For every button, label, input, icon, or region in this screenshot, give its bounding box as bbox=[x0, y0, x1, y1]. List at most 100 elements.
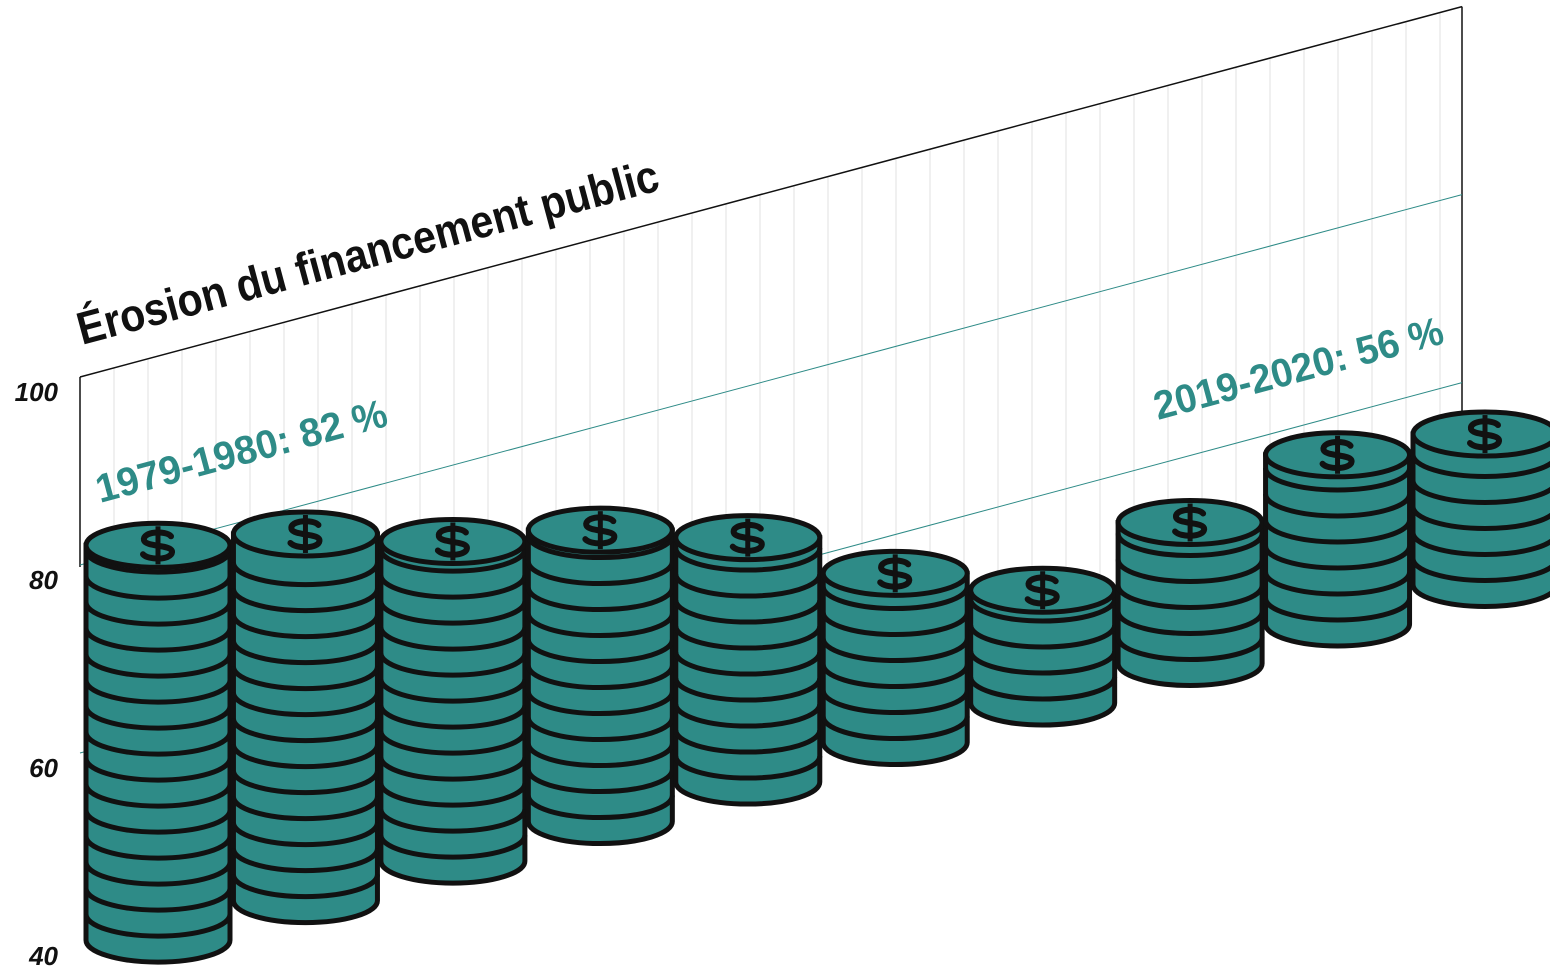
coin-edge bbox=[83, 679, 233, 705]
coin-edge bbox=[1263, 519, 1413, 545]
coin-stack bbox=[83, 520, 233, 965]
coin-stack bbox=[1115, 497, 1265, 688]
coin-stack bbox=[1410, 409, 1550, 609]
coin-edge bbox=[230, 796, 380, 822]
coin-edge bbox=[525, 613, 675, 639]
coin-edge bbox=[525, 769, 675, 795]
coin-edge bbox=[820, 612, 970, 638]
coin-edge bbox=[378, 678, 528, 704]
coin-edge bbox=[968, 624, 1118, 650]
coin-edge bbox=[820, 690, 970, 716]
coin-edge bbox=[83, 601, 233, 627]
bar bbox=[968, 587, 1118, 728]
coin-edge bbox=[378, 652, 528, 678]
coin-edge bbox=[1115, 637, 1265, 662]
coin-edge bbox=[230, 744, 380, 770]
coin-edge bbox=[230, 770, 380, 796]
coin-edge bbox=[83, 653, 233, 679]
coin-edge bbox=[820, 716, 970, 742]
coin-edge bbox=[1263, 545, 1413, 571]
coin-stack bbox=[378, 516, 528, 886]
coin-edge bbox=[673, 677, 823, 703]
coin-edge bbox=[525, 691, 675, 717]
coin-stack bbox=[673, 513, 823, 807]
bar bbox=[378, 538, 528, 886]
y-tick-label: 40 bbox=[28, 941, 58, 971]
bar bbox=[1115, 519, 1265, 688]
coin-edge bbox=[525, 743, 675, 769]
coin-edge bbox=[968, 676, 1118, 702]
coin-edge bbox=[230, 718, 380, 744]
coin-edge bbox=[673, 625, 823, 651]
coin-edge bbox=[820, 664, 970, 690]
coin-edge bbox=[230, 588, 380, 614]
coin-edge bbox=[820, 586, 970, 612]
coin-edge bbox=[230, 822, 380, 848]
coin-edge bbox=[378, 704, 528, 730]
coin-edge bbox=[83, 887, 233, 913]
coin-edge bbox=[525, 639, 675, 665]
coin-stack bbox=[968, 565, 1118, 728]
coin-edge bbox=[968, 650, 1118, 676]
coin-edge bbox=[378, 808, 528, 834]
coin-edge bbox=[673, 703, 823, 729]
coin-edge bbox=[1115, 533, 1265, 558]
coin-stack bbox=[230, 509, 380, 926]
coin-edge bbox=[673, 573, 823, 599]
coin-stack bbox=[1263, 430, 1413, 649]
coin-edge bbox=[525, 795, 675, 821]
coin-edge bbox=[378, 730, 528, 756]
coin-edge bbox=[378, 574, 528, 600]
coin-edge bbox=[525, 587, 675, 613]
coin-edge bbox=[230, 848, 380, 874]
bar bbox=[1263, 452, 1413, 649]
bar bbox=[820, 570, 970, 768]
bar bbox=[230, 531, 380, 926]
coin-edge bbox=[673, 755, 823, 781]
coin-edge bbox=[673, 651, 823, 677]
coin-edge bbox=[83, 783, 233, 809]
coin-edge bbox=[83, 835, 233, 861]
coin-edge bbox=[83, 627, 233, 653]
coin-edge bbox=[230, 692, 380, 718]
coin-edge bbox=[673, 729, 823, 755]
y-tick-label: 60 bbox=[29, 753, 58, 783]
coin-edge bbox=[230, 562, 380, 588]
coin-edge bbox=[673, 599, 823, 625]
coin-edge bbox=[820, 638, 970, 664]
coin-edge bbox=[378, 600, 528, 626]
coin-edge bbox=[1263, 597, 1413, 623]
coin-edge bbox=[83, 861, 233, 887]
coin-edge bbox=[83, 809, 233, 835]
coin-edge bbox=[1263, 467, 1413, 493]
bar bbox=[673, 535, 823, 807]
coin-edge bbox=[83, 549, 233, 575]
coin-edge bbox=[1115, 611, 1265, 636]
coin-edge bbox=[378, 782, 528, 808]
y-tick-label: 80 bbox=[29, 565, 58, 595]
coin-edge bbox=[230, 666, 380, 692]
coin-edge bbox=[378, 756, 528, 782]
coin-edge bbox=[525, 665, 675, 691]
coin-edge bbox=[83, 757, 233, 783]
coin-edge bbox=[83, 731, 233, 757]
coin-edge bbox=[1115, 585, 1265, 610]
y-tick-label: 100 bbox=[15, 377, 59, 407]
grid-line bbox=[79, 194, 1463, 566]
coin-edge bbox=[1263, 493, 1413, 519]
coin-edge bbox=[83, 705, 233, 731]
coin-stack bbox=[820, 548, 970, 768]
coin-edge bbox=[230, 614, 380, 640]
coin-edge bbox=[1115, 559, 1265, 584]
coin-edge bbox=[83, 913, 233, 939]
coin-edge bbox=[1263, 571, 1413, 597]
coin-edge bbox=[378, 548, 528, 574]
coin-edge bbox=[525, 535, 675, 561]
coin-edge bbox=[378, 834, 528, 860]
coin-edge bbox=[230, 874, 380, 900]
coin-edge bbox=[378, 626, 528, 652]
chart-title: Érosion du financement public bbox=[71, 149, 664, 355]
bar bbox=[1410, 431, 1550, 609]
grid-line bbox=[79, 5, 1463, 378]
